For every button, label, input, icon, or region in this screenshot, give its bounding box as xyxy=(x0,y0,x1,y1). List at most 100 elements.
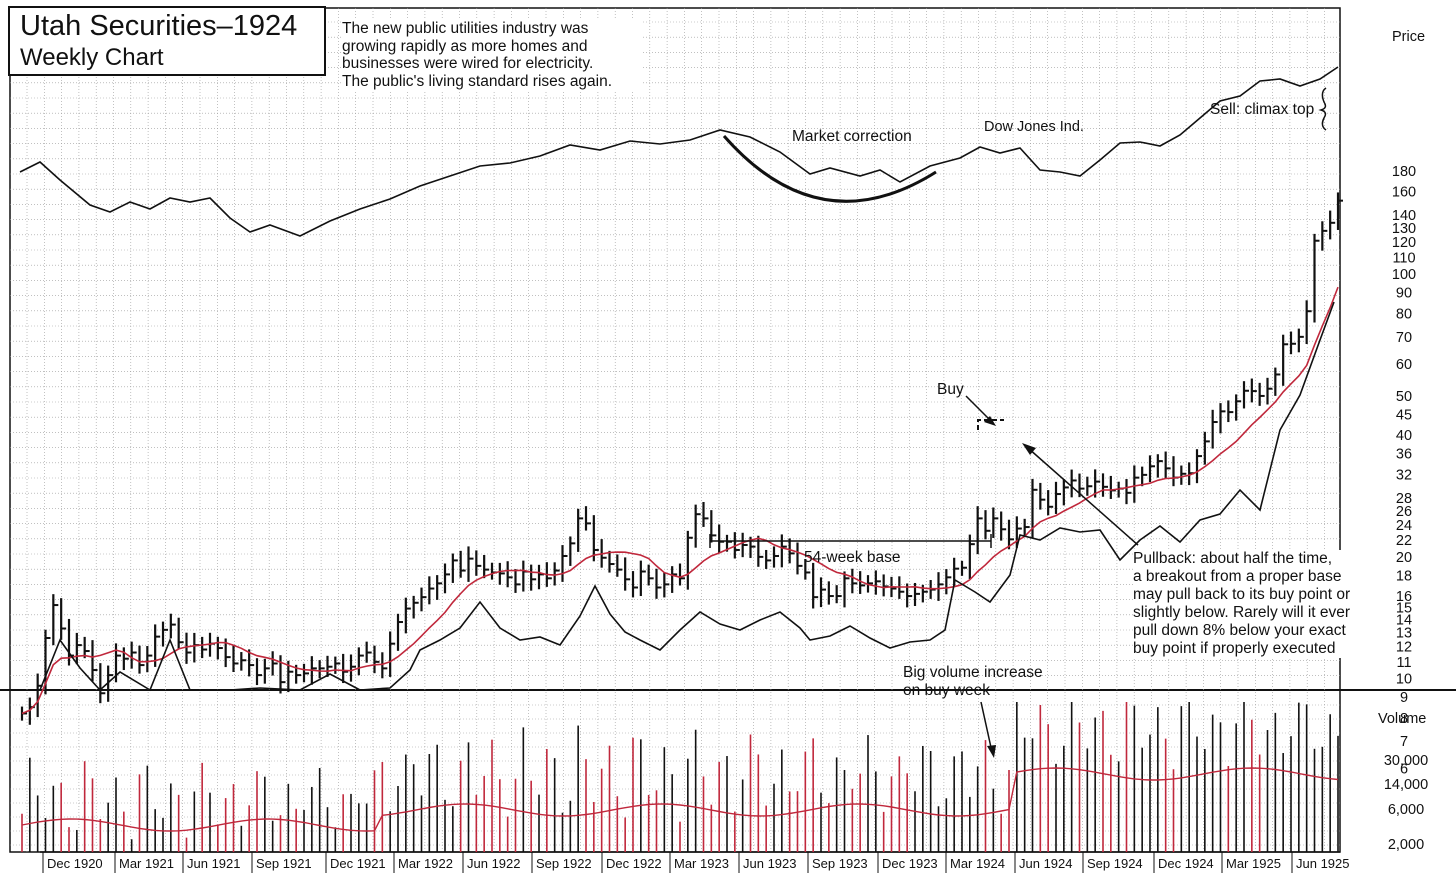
x-tick-label: Dec 1923 xyxy=(882,856,938,871)
x-tick-label: Mar 1922 xyxy=(398,856,453,871)
price-tick-label: 18 xyxy=(1396,568,1412,584)
buy-label: Buy xyxy=(937,381,964,398)
price-tick-label: 70 xyxy=(1396,330,1412,346)
volume-note-line: Big volume increase xyxy=(903,664,1043,681)
price-tick-label: 45 xyxy=(1396,407,1412,423)
price-tick-label: 14 xyxy=(1396,613,1412,629)
price-tick-label: 28 xyxy=(1396,491,1412,507)
x-tick-label: Dec 1920 xyxy=(47,856,103,871)
intro-line: The new public utilities industry was xyxy=(342,20,589,37)
x-tick-label: Sep 1923 xyxy=(812,856,868,871)
x-tick-label: Dec 1922 xyxy=(606,856,662,871)
volume-tick-label: 30,000 xyxy=(1384,753,1428,769)
price-tick-label: 11 xyxy=(1396,655,1411,671)
pullback-line: pull down 8% below your exact xyxy=(1133,622,1346,639)
volume-tick-label: 14,000 xyxy=(1384,777,1428,793)
x-tick-label: Jun 1925 xyxy=(1296,856,1350,871)
x-tick-label: Sep 1921 xyxy=(256,856,312,871)
volume-average-line xyxy=(21,767,1339,832)
price-tick-label: 110 xyxy=(1392,250,1415,266)
x-tick-label: Jun 1922 xyxy=(467,856,521,871)
price-tick-label: 26 xyxy=(1396,504,1412,520)
moving-average-line xyxy=(21,286,1339,715)
grid-layer xyxy=(0,7,1456,853)
intro-line: growing rapidly as more homes and xyxy=(342,37,588,55)
x-tick-label: Jun 1924 xyxy=(1019,856,1073,871)
pullback-line: buy point if properly executed xyxy=(1133,640,1336,657)
price-tick-label: 32 xyxy=(1396,467,1412,483)
price-tick-label: 40 xyxy=(1396,428,1412,444)
chart-subtitle: Weekly Chart xyxy=(20,44,164,71)
price-tick-label: 100 xyxy=(1392,267,1416,283)
price-tick-label: 24 xyxy=(1396,518,1412,534)
price-tick-label: 160 xyxy=(1392,185,1416,201)
price-tick-label: 180 xyxy=(1392,164,1416,180)
chart-frame xyxy=(9,7,1341,853)
pullback-line: slightly below. Rarely will it ever xyxy=(1133,604,1351,621)
dow-jones-label: Dow Jones Ind. xyxy=(984,119,1084,135)
pullback-line: a breakout from a proper base xyxy=(1133,568,1342,585)
intro-line: The public's living standard rises again… xyxy=(342,72,613,90)
x-tick-label: Jun 1921 xyxy=(187,856,241,871)
volume-arrow-head xyxy=(987,745,996,758)
x-tick-label: Sep 1922 xyxy=(536,856,592,871)
annotations: Market correction Dow Jones Ind. Sell: c… xyxy=(709,87,1327,758)
chart-title: Utah Securities–1924 xyxy=(20,10,298,42)
relative-strength-line xyxy=(39,301,1335,692)
buy-arrow xyxy=(965,395,993,423)
dow-jones-line xyxy=(19,66,1339,237)
market-correction-label: Market correction xyxy=(792,128,912,145)
x-tick-label: Mar 1923 xyxy=(674,856,729,871)
x-tick-label: Mar 1925 xyxy=(1226,856,1281,871)
pullback-line: Pullback: about half the time, xyxy=(1133,550,1333,567)
pullback-arrow xyxy=(1027,447,1139,546)
price-tick-label: 9 xyxy=(1400,690,1408,706)
volume-axis-label: Volume xyxy=(1378,711,1426,727)
price-tick-label: 140 xyxy=(1392,208,1416,224)
base-label: 54-week base xyxy=(804,549,901,566)
price-tick-label: 12 xyxy=(1396,640,1412,656)
price-tick-label: 90 xyxy=(1396,286,1412,302)
volume-tick-label: 2,000 xyxy=(1388,837,1424,853)
pullback-line: may pull back to its buy point or xyxy=(1133,586,1351,603)
pullback-arrow-head xyxy=(1022,443,1036,455)
price-tick-label: 36 xyxy=(1396,447,1412,463)
intro-text: The new public utilities industry was gr… xyxy=(342,20,642,90)
x-tick-label: Jun 1923 xyxy=(743,856,797,871)
volume-tick-label: 6,000 xyxy=(1388,802,1424,818)
correction-arc xyxy=(722,135,937,203)
x-tick-label: Mar 1921 xyxy=(119,856,174,871)
price-tick-label: 60 xyxy=(1396,357,1412,373)
price-tick-label: 120 xyxy=(1392,235,1416,251)
price-tick-label: 20 xyxy=(1396,550,1412,566)
x-tick-label: Mar 1924 xyxy=(950,856,1005,871)
dow-jones-path xyxy=(19,66,1339,237)
volume-note: Big volume increase on buy week xyxy=(903,664,1043,700)
price-tick-label: 13 xyxy=(1396,626,1412,642)
x-tick-label: Dec 1921 xyxy=(330,856,386,871)
price-axis-label: Price xyxy=(1392,29,1425,45)
price-tick-label: 15 xyxy=(1396,600,1412,616)
price-tick-label: 50 xyxy=(1396,389,1412,405)
relative-strength-path xyxy=(39,301,1335,692)
intro-line: businesses were wired for electricity. xyxy=(342,55,594,72)
x-tick-label: Dec 1924 xyxy=(1158,856,1214,871)
volume-bars xyxy=(21,702,1339,852)
x-tick-label: Sep 1924 xyxy=(1087,856,1143,871)
moving-average-path xyxy=(21,286,1339,715)
price-tick-label: 6 xyxy=(1400,761,1408,777)
price-tick-label: 16 xyxy=(1396,589,1412,605)
pullback-note: Pullback: about half the time, a breakou… xyxy=(1133,550,1373,658)
volume-note-line: on buy week xyxy=(903,682,991,699)
price-tick-label: 130 xyxy=(1392,221,1416,237)
volume-arrow xyxy=(980,701,993,753)
price-tick-label: 10 xyxy=(1396,672,1412,688)
price-tick-label: 80 xyxy=(1396,306,1412,322)
sell-label: Sell: climax top xyxy=(1210,101,1314,118)
title-box: Utah Securities–1924 Weekly Chart xyxy=(8,6,326,76)
price-tick-label: 8 xyxy=(1400,711,1408,727)
climax-brace xyxy=(1318,87,1327,131)
price-tick-label: 22 xyxy=(1396,533,1412,549)
